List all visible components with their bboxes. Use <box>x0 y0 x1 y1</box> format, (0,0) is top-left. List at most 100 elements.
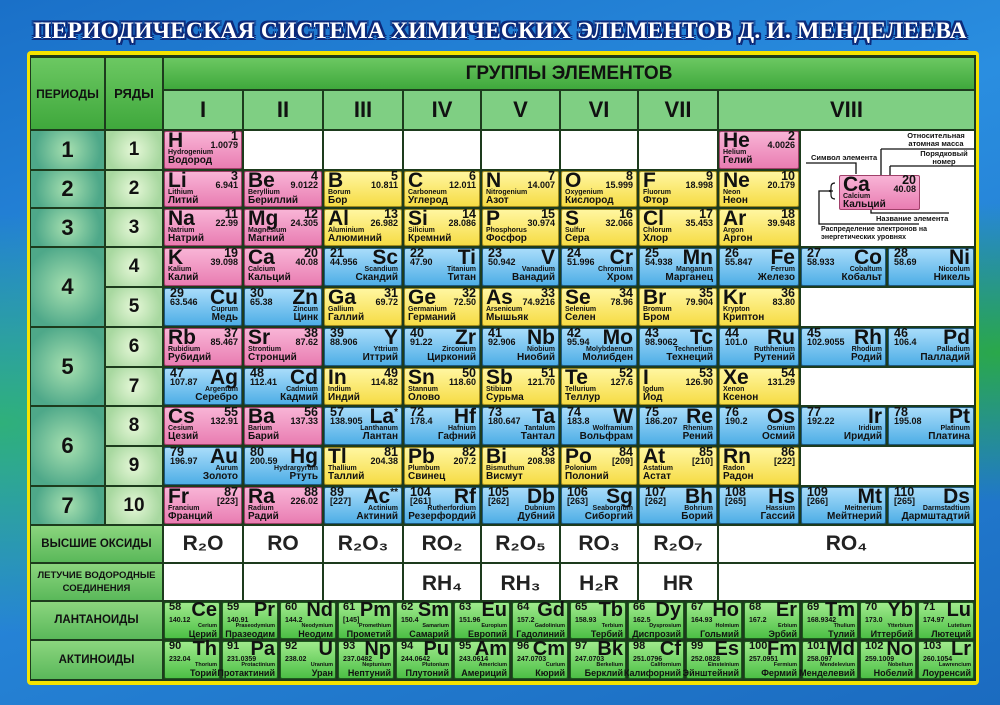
element-cell-he[interactable]: He 2 4.0026 Helium Гелий <box>719 129 799 169</box>
element-cell-gd[interactable]: Gd 64 157.2 Gadolinium Гадолиний <box>512 600 568 639</box>
element-cell-al[interactable]: Al 13 26.982 Aluminium Алюминий <box>324 207 402 246</box>
element-cell-cm[interactable]: Cm 96 247.0703 Curium Кюрий <box>512 639 568 679</box>
element-cell-zn[interactable]: Zn 30 65.38 Zincum Цинк <box>244 286 322 326</box>
element-cell-pa[interactable]: Pa 91 231.0359 Protactinium Протактиний <box>217 639 278 679</box>
element-cell-zr[interactable]: Zr 40 91.22 Zirconium Цирконий <box>404 326 480 366</box>
element-cell-ba[interactable]: Ba 56 137.33 Barium Барий <box>244 405 322 445</box>
element-cell-pu[interactable]: Pu 94 244.0642 Plutonium Плутоний <box>396 639 452 679</box>
element-cell-pr[interactable]: Pr 59 140.91 Praseodymium Празеодим <box>222 600 278 639</box>
element-cell-ca[interactable]: Ca 20 40.08 Calcium Кальций <box>244 246 322 286</box>
element-cell-po[interactable]: Po 84 [209] Polonium Полоний <box>561 445 637 485</box>
element-cell-ho[interactable]: Ho 67 164.93 Holmium Гольмий <box>686 600 742 639</box>
element-cell-n[interactable]: N 7 14.007 Nitrogenium Азот <box>482 169 559 207</box>
element-cell-cs[interactable]: Cs 55 132.91 Cesium Цезий <box>164 405 242 445</box>
element-cell-ga[interactable]: Ga 31 69.72 Gallium Галлий <box>324 286 402 326</box>
element-cell-rf[interactable]: Rf 104 [261] Rutherfordium Резерфордий <box>404 485 480 524</box>
element-cell-tl[interactable]: Tl 81 204.38 Thallium Таллий <box>324 445 402 485</box>
element-cell-er[interactable]: Er 68 167.2 Erbium Эрбий <box>744 600 800 639</box>
element-cell-sc[interactable]: Sc 21 44.956 Scandium Скандий <box>324 246 402 286</box>
element-cell-fe[interactable]: Fe 26 55.847 Ferrum Железо <box>719 246 799 286</box>
element-cell-u[interactable]: U 92 238.02 Uranium Уран <box>280 639 336 679</box>
element-cell-at[interactable]: At 85 [210] Astatium Астат <box>639 445 717 485</box>
element-cell-h[interactable]: H 1 1.0079 Hydrogenium Водород <box>164 129 242 169</box>
element-cell-cr[interactable]: Cr 24 51.996 Chromium Хром <box>561 246 637 286</box>
element-cell-ru[interactable]: Ru 44 101.0 Ruthhenium Рутений <box>719 326 799 366</box>
element-cell-ni[interactable]: Ni 28 58.69 Niccolum Никель <box>888 246 974 286</box>
element-cell-ag[interactable]: Ag 47 107.87 Argentum Серебро <box>164 366 242 405</box>
element-cell-ds[interactable]: Ds 110 [265] Darmstadtium Дармштадтий <box>888 485 974 524</box>
element-cell-mt[interactable]: Mt 109 [266] Meitnerium Мейтнерий <box>801 485 886 524</box>
element-cell-ra[interactable]: Ra 88 226.02 Radium Радий <box>244 485 322 524</box>
element-cell-cu[interactable]: Cu 29 63.546 Cuprum Медь <box>164 286 242 326</box>
element-cell-s[interactable]: S 16 32.066 Sulfur Сера <box>561 207 637 246</box>
element-cell-ir[interactable]: Ir 77 192.22 Iridium Иридий <box>801 405 886 445</box>
element-cell-co[interactable]: Co 27 58.933 Cobaltum Кобальт <box>801 246 886 286</box>
element-cell-no[interactable]: No 102 259.1009 Nobelium Нобелий <box>860 639 916 679</box>
element-cell-in[interactable]: In 49 114.82 Indium Индий <box>324 366 402 405</box>
element-cell-y[interactable]: Y 39 88.906 Yttrium Иттрий <box>324 326 402 366</box>
element-cell-pb[interactable]: Pb 82 207.2 Plumbum Свинец <box>404 445 480 485</box>
element-cell-lu[interactable]: Lu 71 174.97 Lutetium Лютеций <box>918 600 974 639</box>
element-cell-sg[interactable]: Sg 106 [263] Seaborgium Сиборгий <box>561 485 637 524</box>
element-cell-br[interactable]: Br 35 79.904 Bromum Бром <box>639 286 717 326</box>
element-cell-cd[interactable]: Cd 48 112.41 Cadmium Кадмий <box>244 366 322 405</box>
element-cell-rb[interactable]: Rb 37 85.467 Rubidium Рубидий <box>164 326 242 366</box>
element-cell-mn[interactable]: Mn 25 54.938 Manganum Марганец <box>639 246 717 286</box>
element-cell-au[interactable]: Au 79 196.97 Aurum Золото <box>164 445 242 485</box>
element-cell-hf[interactable]: Hf 72 178.4 Hafnium Гафний <box>404 405 480 445</box>
element-cell-ne[interactable]: Ne 10 20.179 Neon Неон <box>719 169 799 207</box>
element-cell-mg[interactable]: Mg 12 24.305 Magnesium Магний <box>244 207 322 246</box>
element-cell-v[interactable]: V 23 50.942 Vanadium Ванадий <box>482 246 559 286</box>
element-cell-ge[interactable]: Ge 32 72.50 Germanium Германий <box>404 286 480 326</box>
element-cell-th[interactable]: Th 90 232.04 Thorium Торий <box>164 639 220 679</box>
element-cell-db[interactable]: Db 105 [262] Dubnium Дубний <box>482 485 559 524</box>
element-cell-hs[interactable]: Hs 108 [265] Hassium Гассий <box>719 485 799 524</box>
element-cell-fr[interactable]: Fr 87 [223] Francium Франций <box>164 485 242 524</box>
element-cell-c[interactable]: C 6 12.011 Carboneum Углерод <box>404 169 480 207</box>
element-cell-ce[interactable]: Ce 58 140.12 Cerium Церий <box>164 600 220 639</box>
element-cell-re[interactable]: Re 75 186.207 Rhenium Рений <box>639 405 717 445</box>
element-cell-cf[interactable]: Cf 98 251.0796 Californium Калифорний <box>624 639 684 679</box>
element-cell-k[interactable]: K 19 39.098 Kalium Калий <box>164 246 242 286</box>
element-cell-i[interactable]: I 53 126.90 Iodum Йод <box>639 366 717 405</box>
element-cell-te[interactable]: Te 52 127.6 Tellurium Теллур <box>561 366 637 405</box>
element-cell-ca[interactable]: Ca 20 40.08 Calcium Кальций <box>839 173 920 210</box>
element-cell-ac[interactable]: Ac** 89 [227] Actinium Актиний <box>324 485 402 524</box>
element-cell-xe[interactable]: Xe 54 131.29 Xenon Ксенон <box>719 366 799 405</box>
element-cell-os[interactable]: Os 76 190.2 Osmium Осмий <box>719 405 799 445</box>
element-cell-mo[interactable]: Mo 42 95.94 Molybdaenum Молибден <box>561 326 637 366</box>
element-cell-yb[interactable]: Yb 70 173.0 Ytterbium Иттербий <box>860 600 916 639</box>
element-cell-o[interactable]: O 8 15.999 Oxygenium Кислород <box>561 169 637 207</box>
element-cell-w[interactable]: W 74 183.8 Wolframium Вольфрам <box>561 405 637 445</box>
element-cell-fm[interactable]: Fm 100 257.0951 Fermium Фермий <box>744 639 800 679</box>
element-cell-md[interactable]: Md 101 258.097 Mendelevium Менделевий <box>799 639 858 679</box>
element-cell-la[interactable]: La* 57 138.905 Lanthanum Лантан <box>324 405 402 445</box>
element-cell-pt[interactable]: Pt 78 195.08 Platinum Платина <box>888 405 974 445</box>
element-cell-sb[interactable]: Sb 51 121.70 Stibium Сурьма <box>482 366 559 405</box>
element-cell-sn[interactable]: Sn 50 118.60 Stannum Олово <box>404 366 480 405</box>
element-cell-tm[interactable]: Tm 69 168.9342 Thulium Тулий <box>802 600 858 639</box>
element-cell-kr[interactable]: Kr 36 83.80 Krypton Криптон <box>719 286 799 326</box>
element-cell-as[interactable]: As 33 74.9216 Arsenicum Мышьяк <box>482 286 559 326</box>
element-cell-lr[interactable]: Lr 103 260.1054 Lawrencium Лоуренсий <box>918 639 974 679</box>
element-cell-ar[interactable]: Ar 18 39.948 Argon Аргон <box>719 207 799 246</box>
element-cell-am[interactable]: Am 95 243.0614 Americium Америций <box>454 639 510 679</box>
element-cell-sr[interactable]: Sr 38 87.62 Strontium Стронций <box>244 326 322 366</box>
element-cell-b[interactable]: B 5 10.811 Borum Бор <box>324 169 402 207</box>
element-cell-tb[interactable]: Tb 65 158.93 Terbium Тербий <box>570 600 626 639</box>
element-cell-eu[interactable]: Eu 63 151.96 Europium Европий <box>454 600 510 639</box>
element-cell-nb[interactable]: Nb 41 92.906 Niobium Ниобий <box>482 326 559 366</box>
element-cell-sm[interactable]: Sm 62 150.4 Samarium Самарий <box>396 600 452 639</box>
element-cell-si[interactable]: Si 14 28.086 Silicium Кремний <box>404 207 480 246</box>
element-cell-es[interactable]: Es 99 252.0828 Einsteinium Эйнштейний <box>683 639 742 679</box>
element-cell-ti[interactable]: Ti 22 47.90 Titanium Титан <box>404 246 480 286</box>
element-cell-p[interactable]: P 15 30.974 Phosphorus Фосфор <box>482 207 559 246</box>
element-cell-f[interactable]: F 9 18.998 Fluorum Фтор <box>639 169 717 207</box>
element-cell-nd[interactable]: Nd 60 144.2 Neodymium Неодим <box>280 600 336 639</box>
element-cell-bh[interactable]: Bh 107 [262] Bohrium Борий <box>639 485 717 524</box>
element-cell-ta[interactable]: Ta 73 180.647 Tantalum Тантал <box>482 405 559 445</box>
element-cell-bi[interactable]: Bi 83 208.98 Bismuthum Висмут <box>482 445 559 485</box>
element-cell-tc[interactable]: Tc 43 98.9062 Technetium Технеций <box>639 326 717 366</box>
element-cell-rh[interactable]: Rh 45 102.9055 Rhodium Родий <box>801 326 886 366</box>
element-cell-np[interactable]: Np 93 237.0482 Neptunium Нептуний <box>338 639 394 679</box>
